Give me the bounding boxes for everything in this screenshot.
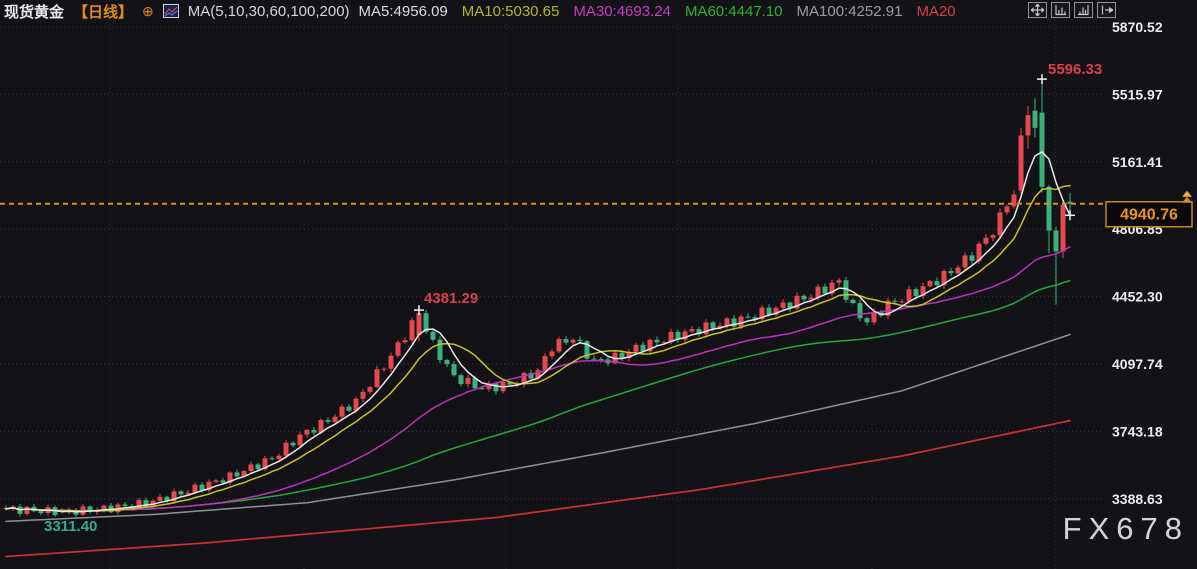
- timeframe-label[interactable]: 【日线】: [73, 3, 134, 21]
- scale-right-icon[interactable]: [1074, 2, 1093, 18]
- chart-header: 现货黄金 【日线】 ⊕ MA(5,10,30,60,100,200) MA5:4…: [0, 0, 956, 22]
- add-indicator-icon[interactable]: ⊕: [142, 3, 154, 19]
- svg-text:4940.76: 4940.76: [1120, 207, 1178, 224]
- svg-text:5161.41: 5161.41: [1112, 154, 1163, 170]
- local-high-label: 4381.29: [424, 290, 478, 307]
- ma-settings-label[interactable]: MA(5,10,30,60,100,200): [187, 2, 350, 20]
- ma-values: MA5:4956.09 MA10:5030.65 MA30:4693.24 MA60:…: [359, 3, 956, 20]
- scale-left-icon[interactable]: [1051, 2, 1070, 18]
- svg-text:5515.97: 5515.97: [1112, 86, 1163, 102]
- pan-icon[interactable]: [1028, 2, 1047, 18]
- ma-value: MA20: [916, 2, 956, 20]
- jump-latest-icon[interactable]: [1097, 2, 1116, 18]
- chart-type-icon[interactable]: [162, 4, 179, 18]
- watermark: FX678: [1062, 511, 1189, 546]
- ma-value: MA30:4693.24: [573, 2, 671, 20]
- chart-toolbar: [1028, 2, 1116, 18]
- ma-value: MA60:4447.10: [684, 2, 783, 20]
- high-label: 5596.33: [1048, 61, 1102, 78]
- low-label: 3311.40: [44, 518, 97, 535]
- svg-text:4452.30: 4452.30: [1112, 289, 1163, 305]
- instrument-title: 现货黄金: [4, 3, 65, 21]
- svg-text:3388.63: 3388.63: [1112, 491, 1163, 507]
- ma-value: MA10:5030.65: [461, 2, 560, 20]
- svg-text:5870.52: 5870.52: [1112, 19, 1163, 35]
- ma-value: MA5:4956.09: [358, 2, 448, 20]
- ma-value: MA100:4252.91: [796, 2, 903, 20]
- svg-text:3743.18: 3743.18: [1112, 423, 1163, 439]
- svg-text:4097.74: 4097.74: [1112, 356, 1163, 372]
